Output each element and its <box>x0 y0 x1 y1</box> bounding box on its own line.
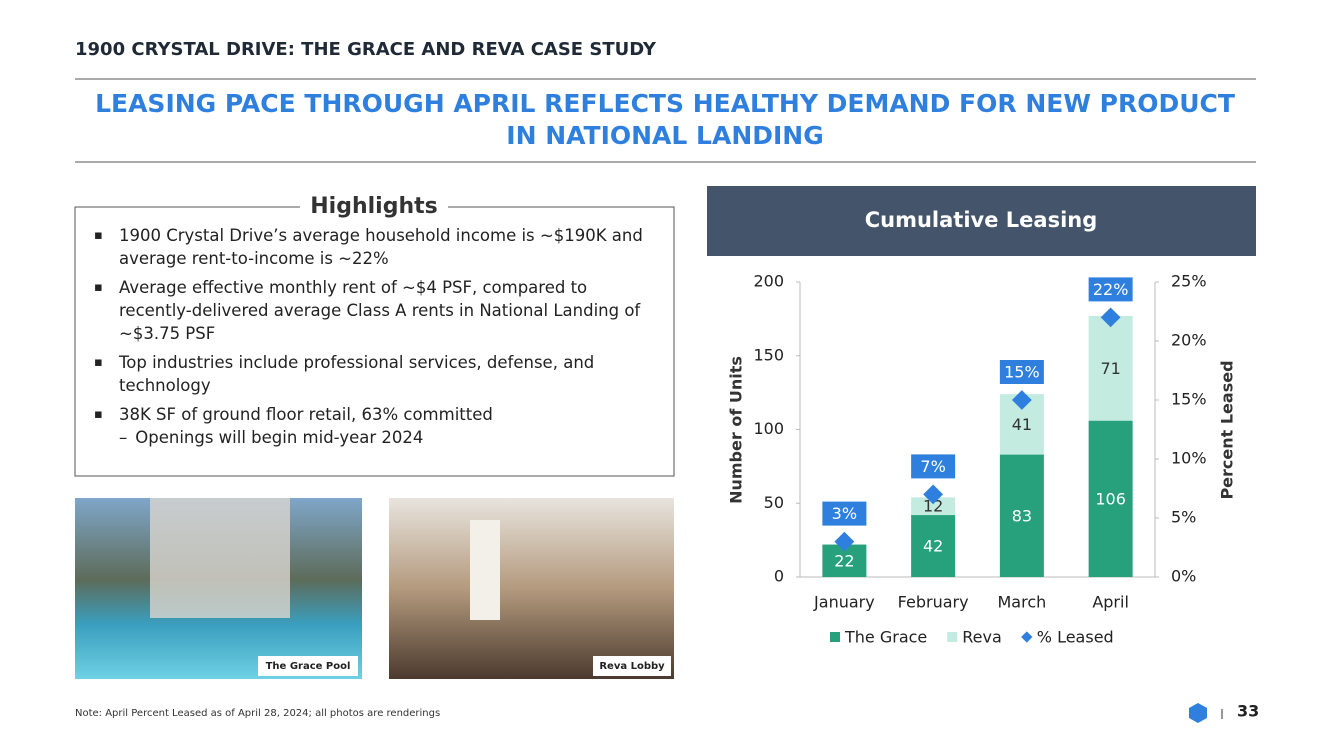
y-tick-label: 150 <box>753 345 784 364</box>
value-label-bg <box>822 501 867 526</box>
chart-title: Cumulative Leasing <box>865 208 1098 232</box>
y2-tick-label: 20% <box>1171 331 1207 350</box>
highlight-list: 1900 Crystal Drive’s average household i… <box>94 224 650 455</box>
data-label: 22 <box>834 551 854 570</box>
bar-segment <box>911 497 956 516</box>
chart-header <box>707 186 1256 256</box>
y-axis-label: Number of Units <box>727 356 746 504</box>
photo <box>389 498 674 679</box>
value-label-bg <box>911 454 956 479</box>
bar-segment <box>999 454 1044 577</box>
highlights-title: Highlights <box>310 194 437 219</box>
bullet: 1900 Crystal Drive’s average household i… <box>94 224 650 270</box>
y2-tick-label: 5% <box>1171 508 1196 527</box>
data-label: 83 <box>1012 506 1032 525</box>
value-label: 22% <box>1093 280 1129 299</box>
marker <box>834 531 855 552</box>
data-label: 41 <box>1012 415 1032 434</box>
data-label: 42 <box>923 537 943 556</box>
marker <box>1100 307 1121 328</box>
bullet: Top industries include professional serv… <box>94 351 650 397</box>
data-label: 106 <box>1095 489 1126 508</box>
legend-label: % Leased <box>1037 628 1114 647</box>
bar-segment <box>911 515 956 577</box>
logo <box>1189 703 1207 723</box>
y2-tick-label: 0% <box>1171 567 1196 586</box>
section-title: 1900 CRYSTAL DRIVE: THE GRACE AND REVA C… <box>75 39 657 60</box>
value-label: 15% <box>1004 363 1040 382</box>
highlights-title-bg <box>300 196 448 218</box>
x-tick-label: April <box>1092 593 1129 612</box>
legend-swatch <box>947 632 958 642</box>
x-tick-label: February <box>898 593 969 612</box>
legend-swatch <box>1021 631 1033 643</box>
legend-swatch <box>830 632 840 642</box>
marker <box>923 484 944 505</box>
y-tick-label: 100 <box>753 419 784 438</box>
y2-tick-label: 15% <box>1171 390 1207 409</box>
photo-caption: Reva Lobby <box>599 661 665 672</box>
bullet: Average effective monthly rent of ~$4 PS… <box>94 276 650 345</box>
x-tick-label: March <box>997 593 1046 612</box>
legend-label: The Grace <box>844 628 927 647</box>
caption-bg <box>258 656 358 676</box>
y-tick-label: 200 <box>753 272 784 291</box>
caption-bg <box>593 656 671 676</box>
y2-tick-label: 10% <box>1171 449 1207 468</box>
page-number: 33 <box>1237 702 1259 721</box>
bullet: Openings will begin mid-year 2024 <box>94 426 650 449</box>
photo-caption: The Grace Pool <box>266 661 351 672</box>
y2-axis-label: Percent Leased <box>1218 360 1237 499</box>
legend-label: Reva <box>962 628 1002 647</box>
value-label-bg <box>1088 277 1133 302</box>
chart: 0 50 100 150 200 0% 5% 10% 15% 20% 25% January 22 3% F… <box>753 272 1206 647</box>
data-label: 12 <box>923 497 943 516</box>
value-label: 3% <box>832 504 857 523</box>
slide-title-text: LEASING PACE THROUGH APRIL REFLECTS HEAL… <box>95 89 1235 150</box>
photo-column <box>470 520 500 620</box>
bullet: 38K SF of ground floor retail, 63% commi… <box>94 403 650 426</box>
y2-tick-label: 25% <box>1171 272 1207 291</box>
footnote: Note: April Percent Leased as of April 2… <box>75 708 440 719</box>
y-tick-label: 0 <box>774 567 784 586</box>
y-tick-label: 50 <box>764 493 784 512</box>
bar-segment <box>1088 315 1133 421</box>
bar-segment <box>1088 420 1133 577</box>
photo-building <box>150 498 290 618</box>
data-label: 71 <box>1100 359 1120 378</box>
value-label-bg <box>999 360 1044 384</box>
x-tick-label: January <box>813 593 875 612</box>
slide-title: LEASING PACE THROUGH APRIL REFLECTS HEAL… <box>95 89 1235 150</box>
value-label: 7% <box>920 457 945 476</box>
marker <box>1011 390 1032 410</box>
